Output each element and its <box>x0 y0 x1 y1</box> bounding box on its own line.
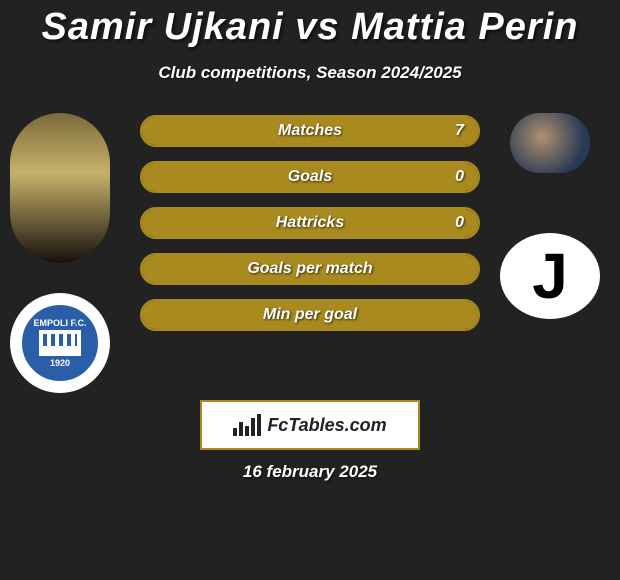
empoli-top-text: EMPOLI F.C. <box>33 318 86 328</box>
stat-goals-per-match: Goals per match <box>140 253 480 285</box>
footer-site-text: FcTables.com <box>267 415 386 436</box>
stat-label: Matches <box>278 122 342 140</box>
stat-label: Hattricks <box>276 214 344 232</box>
stat-label: Min per goal <box>263 306 357 324</box>
right-player-column: J <box>500 113 600 319</box>
stat-label: Goals <box>288 168 332 186</box>
stats-list: Matches 7 Goals 0 Hattricks 0 Goals per … <box>140 115 480 331</box>
left-player-column: EMPOLI F.C. 1920 <box>10 113 110 393</box>
empoli-building-icon <box>39 330 81 356</box>
left-club-logo: EMPOLI F.C. 1920 <box>10 293 110 393</box>
right-club-logo: J <box>500 233 600 319</box>
empoli-year: 1920 <box>50 358 70 368</box>
page-title: Samir Ujkani vs Mattia Perin <box>0 0 620 49</box>
empoli-crest: EMPOLI F.C. 1920 <box>18 301 102 385</box>
stat-value-right: 7 <box>455 122 464 140</box>
bar-chart-icon <box>233 414 261 436</box>
right-player-photo <box>510 113 590 173</box>
stat-goals: Goals 0 <box>140 161 480 193</box>
left-player-photo <box>10 113 110 263</box>
juventus-j-icon: J <box>532 239 568 313</box>
footer-site-box[interactable]: FcTables.com <box>200 400 420 450</box>
footer-date: 16 february 2025 <box>243 462 377 482</box>
page-subtitle: Club competitions, Season 2024/2025 <box>0 63 620 83</box>
stat-hattricks: Hattricks 0 <box>140 207 480 239</box>
stat-value-right: 0 <box>455 214 464 232</box>
stat-min-per-goal: Min per goal <box>140 299 480 331</box>
stat-value-right: 0 <box>455 168 464 186</box>
stat-label: Goals per match <box>247 260 372 278</box>
stat-matches: Matches 7 <box>140 115 480 147</box>
content-area: EMPOLI F.C. 1920 Matches 7 Goals 0 Hattr… <box>0 113 620 331</box>
